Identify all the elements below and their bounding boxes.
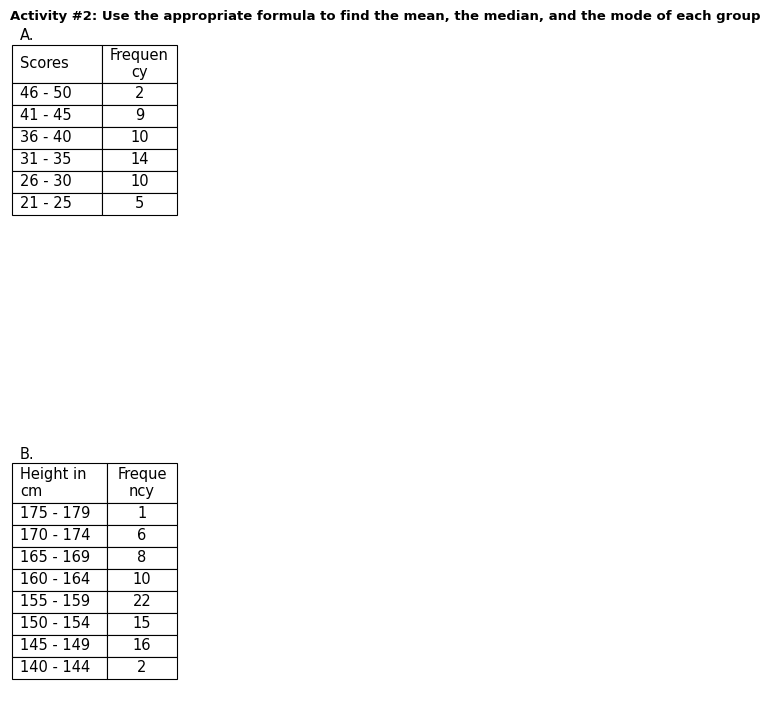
Bar [12, 105, 102, 127]
Text: Freque
ncy: Freque ncy [117, 467, 166, 499]
Text: 170 - 174: 170 - 174 [20, 528, 90, 544]
Bar [107, 635, 177, 657]
Text: 175 - 179: 175 - 179 [20, 506, 90, 522]
Bar [107, 463, 177, 503]
Bar [102, 193, 177, 215]
Bar [107, 613, 177, 635]
Bar [12, 569, 107, 591]
Text: 155 - 159: 155 - 159 [20, 595, 90, 610]
Bar [12, 657, 107, 679]
Bar [107, 503, 177, 525]
Text: Scores: Scores [20, 57, 68, 72]
Text: 31 - 35: 31 - 35 [20, 152, 71, 168]
Bar [12, 635, 107, 657]
Bar [102, 83, 177, 105]
Text: 15: 15 [133, 617, 151, 632]
Text: 8: 8 [138, 551, 147, 566]
Text: 145 - 149: 145 - 149 [20, 639, 90, 653]
Bar [12, 525, 107, 547]
Bar [12, 613, 107, 635]
Text: 16: 16 [133, 639, 151, 653]
Text: 26 - 30: 26 - 30 [20, 174, 71, 190]
Text: 140 - 144: 140 - 144 [20, 661, 90, 675]
Text: 2: 2 [138, 661, 147, 675]
Text: 10: 10 [130, 174, 149, 190]
Bar [12, 171, 102, 193]
Text: 150 - 154: 150 - 154 [20, 617, 90, 632]
Bar [102, 149, 177, 171]
Text: 1: 1 [138, 506, 147, 522]
Bar [102, 171, 177, 193]
Bar [107, 591, 177, 613]
Bar [107, 569, 177, 591]
Text: Frequen
cy: Frequen cy [110, 48, 169, 80]
Text: 22: 22 [133, 595, 151, 610]
Text: 160 - 164: 160 - 164 [20, 573, 90, 588]
Text: 165 - 169: 165 - 169 [20, 551, 90, 566]
Text: 6: 6 [138, 528, 147, 544]
Bar [107, 657, 177, 679]
Text: B.: B. [20, 447, 35, 462]
Text: 36 - 40: 36 - 40 [20, 130, 71, 146]
Text: Height in
cm: Height in cm [20, 467, 87, 499]
Text: 10: 10 [133, 573, 151, 588]
Text: 2: 2 [135, 86, 144, 101]
Bar [107, 547, 177, 569]
Bar [12, 591, 107, 613]
Bar [102, 127, 177, 149]
Bar [12, 127, 102, 149]
Bar [12, 149, 102, 171]
Text: 5: 5 [135, 197, 144, 212]
Text: 21 - 25: 21 - 25 [20, 197, 72, 212]
Text: 41 - 45: 41 - 45 [20, 108, 71, 123]
Bar [12, 463, 107, 503]
Bar [102, 105, 177, 127]
Text: 9: 9 [135, 108, 144, 123]
Bar [12, 503, 107, 525]
Bar [107, 525, 177, 547]
Text: 14: 14 [130, 152, 149, 168]
Bar [12, 45, 102, 83]
Text: A.: A. [20, 28, 34, 43]
Text: Activity #2: Use the appropriate formula to find the mean, the median, and the m: Activity #2: Use the appropriate formula… [10, 10, 760, 23]
Bar [12, 83, 102, 105]
Bar [102, 45, 177, 83]
Text: 10: 10 [130, 130, 149, 146]
Text: 46 - 50: 46 - 50 [20, 86, 71, 101]
Bar [12, 193, 102, 215]
Bar [12, 547, 107, 569]
